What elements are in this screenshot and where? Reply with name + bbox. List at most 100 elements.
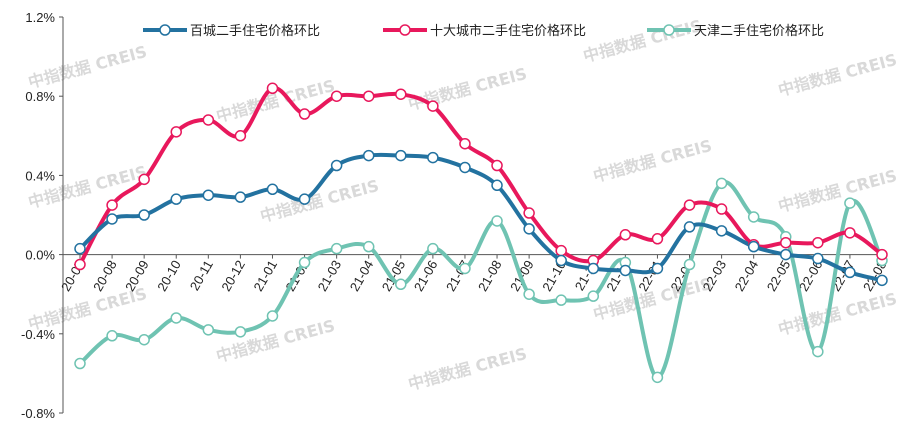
x-tick-label: 22-04: [732, 258, 762, 294]
legend: 百城二手住宅价格环比 十大城市二手住宅价格环比 天津二手住宅价格环比: [143, 23, 824, 39]
x-tick-label: 21-06: [411, 258, 441, 294]
series-points: [74, 82, 888, 384]
y-tick-label: -0.8%: [21, 406, 55, 421]
data-point: [234, 326, 247, 338]
series-line-2: [78, 180, 884, 380]
data-point: [330, 159, 343, 172]
data-point: [106, 213, 118, 225]
data-point: [234, 130, 247, 142]
data-point: [202, 114, 215, 126]
legend-swatch-marker: [663, 24, 675, 36]
watermark: 中指数据 CREIS: [776, 50, 899, 100]
watermark: 中指数据 CREIS: [776, 166, 899, 216]
data-point: [362, 90, 375, 102]
x-tick-label: 22-05: [764, 258, 794, 294]
x-tick-label: 20-09: [122, 258, 152, 294]
x-tick-label: 21-03: [315, 258, 345, 294]
x-tick-label: 20-12: [218, 258, 248, 294]
data-point: [587, 290, 600, 302]
watermark: 中指数据 CREIS: [406, 344, 529, 394]
legend-label: 十大城市二手住宅价格环比: [430, 23, 586, 39]
y-tick-label: 0.4%: [25, 168, 55, 183]
data-point: [74, 242, 86, 255]
data-point: [844, 227, 856, 239]
data-point: [459, 262, 471, 275]
data-point: [619, 264, 632, 277]
legend-swatch-marker: [399, 24, 411, 36]
watermark: 中指数据 CREIS: [26, 42, 149, 92]
data-point: [170, 312, 182, 324]
data-point: [491, 215, 503, 227]
data-point: [555, 294, 567, 306]
data-point: [138, 333, 150, 346]
watermark: 中指数据 CREIS: [591, 136, 714, 186]
data-point: [812, 345, 824, 358]
watermark: 中指数据 CREIS: [776, 289, 899, 339]
data-point: [844, 266, 856, 279]
data-point: [459, 137, 471, 150]
data-point: [523, 223, 535, 235]
x-tick-label: 20-10: [154, 258, 184, 294]
y-tick-label: -0.4%: [21, 327, 55, 342]
data-point: [812, 252, 824, 265]
data-point: [74, 357, 86, 370]
data-point: [619, 229, 632, 241]
data-point: [234, 191, 247, 203]
data-point: [555, 254, 567, 267]
data-point: [74, 258, 86, 271]
data-point: [812, 236, 824, 249]
data-point: [523, 207, 535, 219]
data-point: [298, 193, 311, 205]
data-point: [876, 274, 888, 287]
data-point: [747, 211, 760, 223]
watermark: 中指数据 CREIS: [406, 64, 529, 114]
data-point: [491, 179, 503, 192]
data-point: [395, 149, 407, 162]
data-point: [683, 221, 696, 233]
data-point: [266, 82, 279, 95]
data-point: [395, 88, 407, 100]
y-axis-ticks: -0.8% -0.4% 0.0% 0.4% 0.8% 1.2%: [21, 10, 63, 421]
data-point: [362, 240, 375, 253]
data-point: [651, 262, 664, 275]
data-point: [587, 262, 600, 275]
x-tick-label: 21-08: [475, 258, 505, 294]
x-tick-label: 21-04: [347, 258, 377, 294]
data-point: [170, 126, 182, 138]
data-point: [459, 161, 471, 174]
data-point: [427, 151, 439, 164]
data-point: [876, 248, 888, 261]
watermarks: 中指数据 CREIS 中指数据 CREIS 中指数据 CREIS 中指数据 CREIS…: [26, 16, 899, 394]
y-tick-label: 1.2%: [25, 10, 55, 25]
legend-label: 百城二手住宅价格环比: [190, 23, 320, 39]
legend-swatch-marker: [159, 24, 171, 36]
data-point: [202, 324, 215, 336]
y-tick-label: 0.8%: [25, 89, 55, 104]
data-point: [266, 310, 279, 322]
data-point: [330, 242, 343, 255]
data-point: [106, 199, 118, 211]
data-point: [427, 100, 439, 112]
data-point: [844, 197, 856, 209]
data-point: [362, 149, 375, 162]
watermark: 中指数据 CREIS: [581, 16, 704, 66]
y-tick-label: 0.0%: [25, 248, 55, 263]
series-lines: [78, 86, 884, 380]
data-point: [780, 248, 792, 261]
data-point: [106, 330, 118, 342]
x-tick-label: 20-08: [90, 258, 120, 294]
data-point: [298, 108, 311, 120]
data-point: [651, 233, 664, 245]
data-point: [266, 183, 279, 196]
watermark: 中指数据 CREIS: [214, 316, 337, 366]
data-point: [683, 258, 696, 271]
data-point: [555, 244, 567, 257]
data-point: [491, 159, 503, 172]
x-tick-label: 21-01: [250, 258, 280, 294]
data-point: [651, 371, 664, 384]
data-point: [330, 90, 343, 102]
data-point: [427, 242, 439, 255]
data-point: [523, 288, 535, 300]
